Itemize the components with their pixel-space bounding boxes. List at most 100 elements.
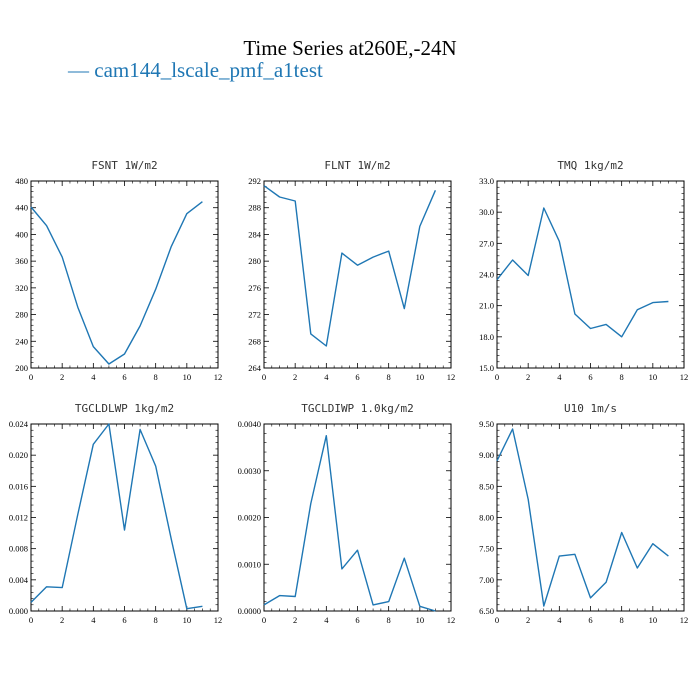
chart-panel-3: TMQ 1kg/m2 0 2 4 6 8 10 12 15.0 18.0 21.0 24.0 27.0 3… (479, 159, 688, 382)
panel-title: U10 1m/s (564, 402, 617, 415)
x-tick-label: 10 (649, 372, 658, 382)
y-tick-label: 292 (248, 176, 261, 186)
y-tick-label: 0.020 (9, 450, 28, 460)
y-tick-label: 0.004 (9, 575, 29, 585)
x-tick-label: 4 (324, 372, 329, 382)
plot-frame (30, 423, 219, 612)
x-tick-label: 0 (495, 372, 499, 382)
x-tick-label: 6 (588, 615, 592, 625)
x-tick-label: 2 (526, 615, 530, 625)
y-tick-label: 0.0000 (238, 606, 261, 616)
x-tick-label: 10 (183, 372, 192, 382)
y-tick-label: 0.016 (9, 481, 28, 491)
x-tick-label: 8 (154, 372, 158, 382)
y-tick-label: 21.0 (479, 301, 494, 311)
y-tick-label: 284 (248, 229, 262, 239)
y-tick-label: 264 (248, 363, 262, 373)
x-tick-label: 6 (122, 372, 126, 382)
x-tick-label: 0 (29, 372, 33, 382)
series-line (263, 185, 437, 347)
y-tick-label: 480 (15, 176, 28, 186)
y-tick-label: 0.0030 (238, 466, 261, 476)
y-tick-label: 440 (15, 203, 28, 213)
chart-panel-1: FSNT 1W/m2 0 2 4 6 8 10 12 200 240 280 320 360 400 440… (15, 159, 222, 382)
y-tick-label: 18.0 (479, 332, 494, 342)
x-tick-label: 10 (183, 615, 192, 625)
y-tick-label: 0.024 (9, 419, 29, 429)
x-tick-label: 6 (122, 615, 126, 625)
chart-panel-4: TGCLDLWP 1kg/m2 0 2 4 6 8 10 12 0.000 0.004 0.008 0… (9, 402, 222, 625)
series-line (496, 428, 669, 607)
x-tick-label: 12 (680, 615, 689, 625)
x-tick-label: 12 (214, 615, 223, 625)
chart-panel-6: U10 1m/s 0 2 4 6 8 10 12 6.50 7.00 7.50 8.00 8.50 9.0… (479, 402, 688, 625)
legend-entry: — cam144_lscale_pmf_a1test (68, 58, 323, 82)
series-line (30, 423, 203, 610)
x-tick-label: 8 (387, 372, 391, 382)
x-tick-label: 4 (324, 615, 329, 625)
chart-panel-5: TGCLDIWP 1.0kg/m2 0 2 4 6 8 10 12 0.0000 0.0010 0.… (238, 402, 456, 625)
y-tick-label: 9.50 (479, 419, 494, 429)
x-tick-label: 4 (91, 372, 96, 382)
y-tick-label: 360 (15, 256, 28, 266)
x-tick-label: 0 (262, 372, 266, 382)
x-tick-label: 12 (447, 615, 456, 625)
y-tick-label: 24.0 (479, 270, 494, 280)
y-tick-label: 276 (248, 283, 261, 293)
y-tick-label: 272 (248, 310, 261, 320)
page-title: Time Series at260E,-24N (243, 36, 457, 60)
y-tick-label: 27.0 (479, 238, 494, 248)
x-tick-label: 8 (620, 372, 624, 382)
y-tick-label: 30.0 (479, 207, 494, 217)
x-tick-label: 2 (293, 615, 297, 625)
x-tick-label: 2 (293, 372, 297, 382)
series-line (496, 207, 669, 338)
plot-frame (496, 423, 685, 612)
y-tick-label: 7.50 (479, 544, 494, 554)
x-tick-label: 4 (557, 372, 562, 382)
x-tick-label: 10 (649, 615, 658, 625)
panel-title: TGCLDLWP 1kg/m2 (75, 402, 174, 415)
x-tick-label: 10 (416, 372, 425, 382)
y-tick-label: 8.50 (479, 481, 494, 491)
y-tick-label: 33.0 (479, 176, 494, 186)
y-tick-label: 240 (15, 336, 28, 346)
y-tick-label: 6.50 (479, 606, 494, 616)
y-tick-label: 288 (248, 203, 261, 213)
y-tick-label: 0.0020 (238, 513, 261, 523)
y-tick-label: 400 (15, 229, 28, 239)
x-tick-label: 6 (355, 615, 359, 625)
y-tick-label: 0.008 (9, 544, 28, 554)
panel-title: FLNT 1W/m2 (324, 159, 390, 172)
x-tick-label: 0 (262, 615, 266, 625)
x-tick-label: 8 (620, 615, 624, 625)
x-tick-label: 6 (355, 372, 359, 382)
series-line (30, 201, 203, 365)
x-tick-label: 0 (29, 615, 33, 625)
x-tick-label: 4 (91, 615, 96, 625)
y-tick-label: 7.00 (479, 575, 494, 585)
plot-frame (263, 423, 452, 612)
y-tick-label: 268 (248, 336, 261, 346)
y-tick-label: 280 (15, 310, 28, 320)
y-tick-label: 0.012 (9, 513, 28, 523)
x-tick-label: 12 (680, 372, 689, 382)
x-tick-label: 2 (60, 372, 64, 382)
x-tick-label: 4 (557, 615, 562, 625)
x-tick-label: 2 (526, 372, 530, 382)
x-tick-label: 12 (447, 372, 456, 382)
y-tick-label: 0.0010 (238, 559, 261, 569)
plot-frame (496, 180, 685, 369)
y-tick-label: 0.0040 (238, 419, 261, 429)
plot-frame (30, 180, 219, 369)
chart-panel-2: FLNT 1W/m2 0 2 4 6 8 10 12 264 268 272 276 280 284 288… (248, 159, 455, 382)
series-line (263, 435, 436, 612)
y-tick-label: 8.00 (479, 513, 494, 523)
panel-title: TGCLDIWP 1.0kg/m2 (301, 402, 414, 415)
panel-title: FSNT 1W/m2 (91, 159, 157, 172)
y-tick-label: 280 (248, 256, 261, 266)
y-tick-label: 0.000 (9, 606, 28, 616)
x-tick-label: 10 (416, 615, 425, 625)
x-tick-label: 8 (387, 615, 391, 625)
